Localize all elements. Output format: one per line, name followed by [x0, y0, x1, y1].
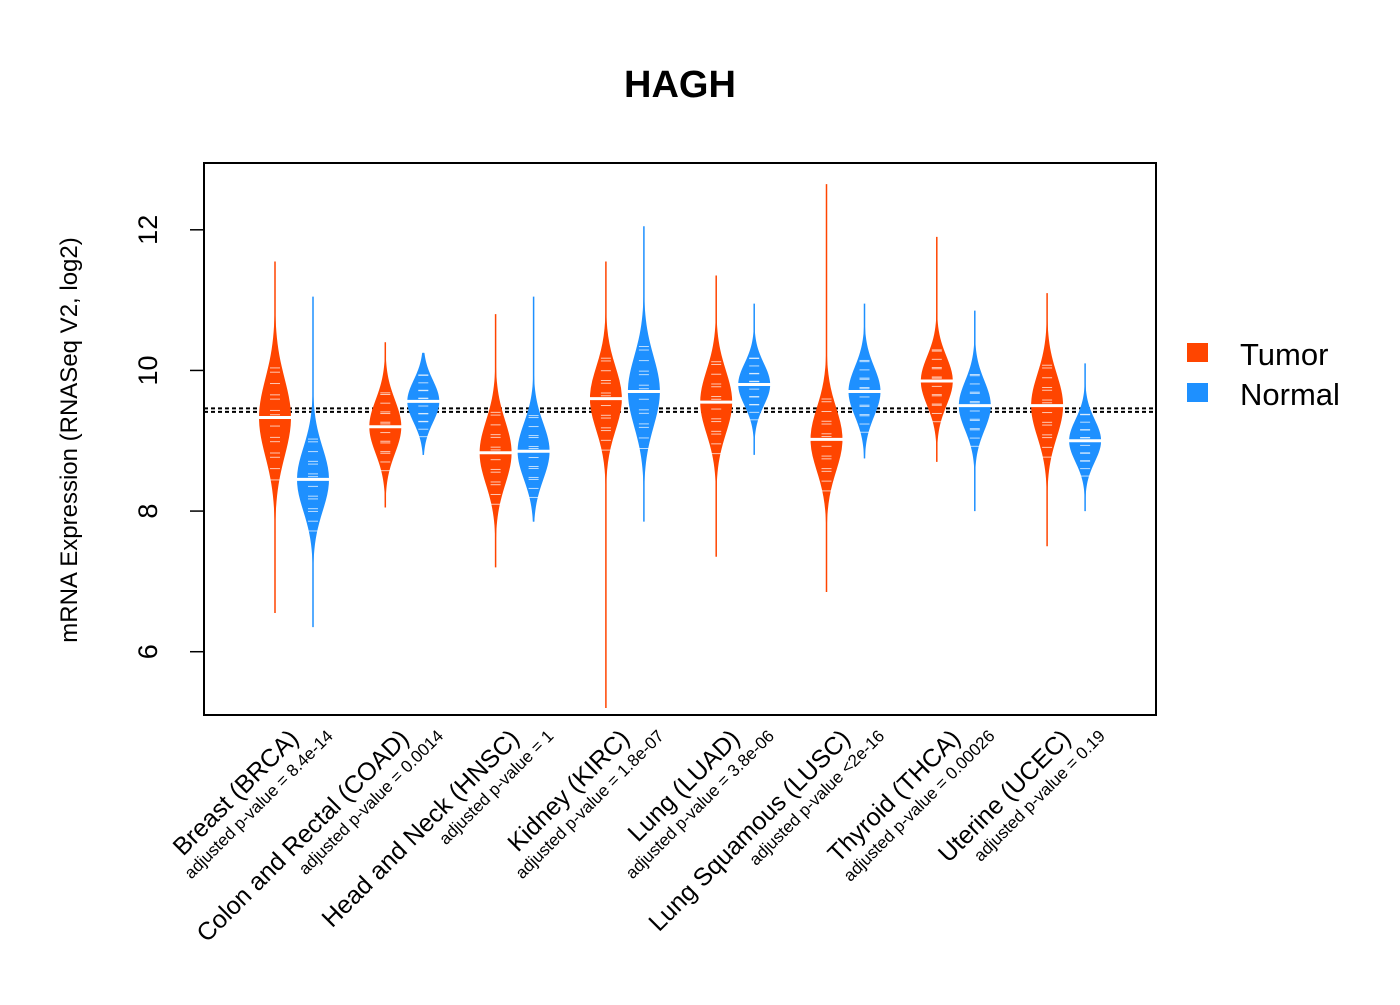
y-tick-label: 6	[133, 644, 163, 659]
bean-density	[517, 296, 550, 522]
bean-tumor-3	[587, 261, 624, 708]
y-axis-label: mRNA Expression (RNASeq V2, log2)	[56, 237, 83, 643]
bean-normal-6	[956, 310, 993, 512]
bean-density	[738, 303, 771, 455]
bean-density	[1031, 293, 1064, 547]
y-tick-label: 8	[133, 504, 163, 519]
y-axis: 6 8 10 12	[133, 215, 205, 659]
beans	[257, 184, 1104, 708]
legend-swatch-tumor	[1187, 343, 1208, 362]
legend-label-normal: Normal	[1240, 377, 1340, 412]
legend-label-tumor: Tumor	[1240, 337, 1328, 372]
bean-tumor-0	[257, 261, 293, 614]
plot-frame	[203, 162, 1157, 716]
bean-density	[920, 236, 953, 462]
bean-density	[479, 314, 512, 568]
legend-swatch-normal	[1187, 383, 1208, 402]
chart-title: HAGH	[624, 64, 736, 106]
y-tick-label: 12	[133, 215, 163, 245]
bean-density	[810, 184, 843, 592]
bean-tumor-1	[367, 342, 404, 508]
bean-normal-4	[736, 303, 773, 455]
bean-density	[848, 303, 881, 459]
bean-normal-3	[625, 226, 662, 522]
bean-tumor-7	[1029, 293, 1066, 547]
bean-normal-0	[295, 296, 331, 628]
bean-normal-2	[515, 296, 552, 522]
bean-normal-1	[405, 352, 442, 455]
bean-tumor-5	[808, 184, 845, 592]
legend: Tumor Normal	[1187, 337, 1340, 412]
bean-tumor-6	[918, 236, 955, 462]
bean-normal-7	[1067, 363, 1104, 512]
bean-tumor-2	[477, 314, 514, 568]
bean-density	[589, 261, 622, 708]
bean-density	[407, 352, 440, 455]
reference-lines	[204, 407, 1156, 413]
bean-density	[369, 342, 402, 508]
y-tick-label: 10	[133, 355, 163, 385]
bean-normal-5	[846, 303, 883, 459]
bean-tumor-4	[698, 275, 735, 557]
bean-density	[627, 226, 660, 522]
x-axis-labels: Breast (BRCA)adjusted p-value = 8.4e-14C…	[168, 724, 1109, 947]
bean-density	[700, 275, 733, 557]
